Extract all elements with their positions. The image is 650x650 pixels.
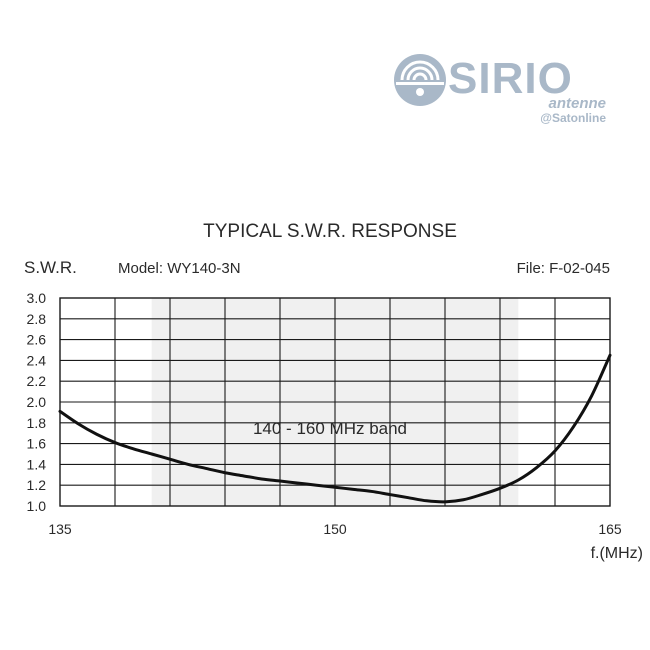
y-tick-label: 1.0 — [27, 498, 47, 514]
y-tick-label: 1.6 — [27, 436, 47, 452]
sirio-logo: SIRIO antenne @Satonline — [394, 54, 606, 125]
y-tick-label: 2.4 — [27, 352, 47, 368]
x-tick-labels: 135 150 165 — [48, 521, 622, 537]
chart-title: TYPICAL S.W.R. RESPONSE — [203, 221, 457, 242]
y-tick-label: 2.0 — [27, 394, 47, 410]
grid-horizontal — [60, 318, 610, 486]
x-tick-label: 135 — [48, 521, 72, 537]
brand-name: SIRIO — [448, 54, 573, 103]
x-tick-label: 150 — [323, 521, 347, 537]
y-tick-labels: 3.0 2.8 2.6 2.4 2.2 2.0 1.8 1.6 1.4 1.2 1.0 — [27, 290, 47, 514]
file-label: File: F-02-045 — [517, 260, 610, 277]
brand-credit: @Satonline — [540, 111, 606, 125]
y-tick-label: 2.6 — [27, 332, 47, 348]
y-tick-label: 2.8 — [27, 311, 47, 327]
model-label: Model: WY140-3N — [118, 260, 241, 277]
y-tick-label: 1.4 — [27, 456, 47, 472]
y-tick-label: 1.2 — [27, 477, 47, 493]
y-tick-label: 2.2 — [27, 373, 47, 389]
y-tick-label: 1.8 — [27, 415, 47, 431]
brand-sub: antenne — [548, 95, 606, 112]
band-label: 140 - 160 MHz band — [253, 419, 407, 438]
x-axis-label: f.(MHz) — [591, 545, 643, 562]
x-tick-label: 165 — [598, 521, 622, 537]
y-tick-label: 3.0 — [27, 290, 47, 306]
series-line-swr — [58, 353, 612, 504]
logo-emblem-icon — [394, 54, 446, 106]
y-axis-label: S.W.R. — [24, 258, 77, 277]
plot-frame — [59, 297, 611, 507]
